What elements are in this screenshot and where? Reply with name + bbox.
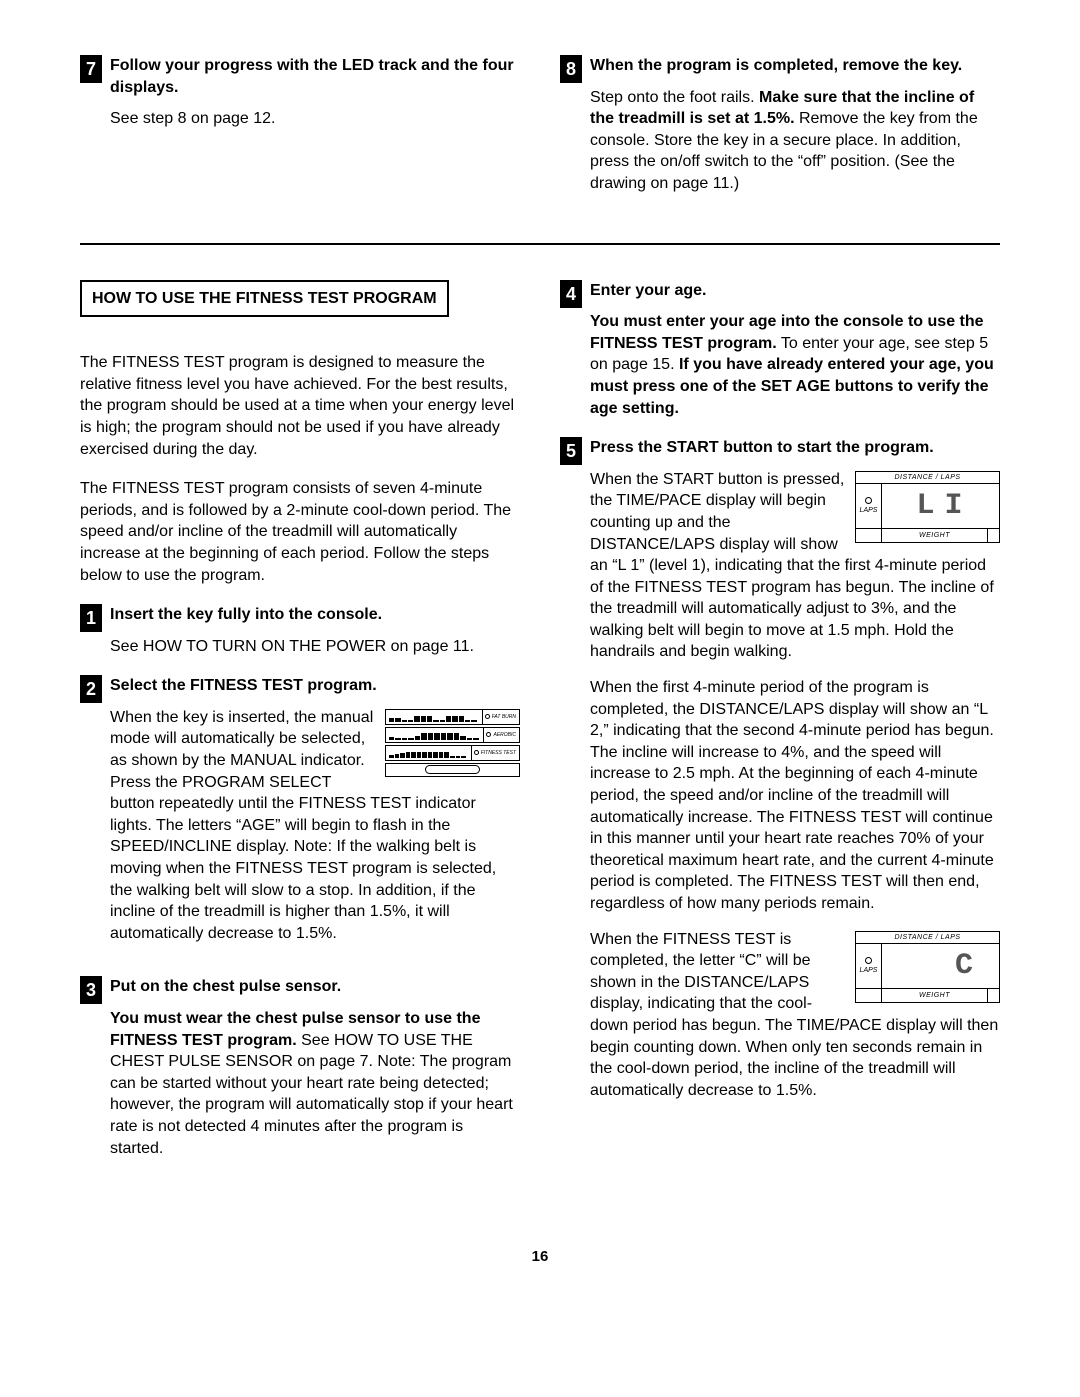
step-2: 2 Select the FITNESS TEST program. FAT B… [80,675,520,958]
step-body: You must wear the chest pulse sensor to … [110,1008,520,1159]
step-8: 8 When the program is completed, remove … [560,55,1000,195]
body-p2: When the first 4-minute period of the pr… [590,677,1000,915]
horizontal-rule [80,243,1000,245]
step-number-box: 8 [560,55,582,83]
step-4: 4 Enter your age. You must enter your ag… [560,280,1000,420]
led-icon [865,497,872,504]
intro-p2: The FITNESS TEST program consists of sev… [80,478,520,586]
laps-cell: LAPS [856,944,882,988]
program-select-diagram: FAT BURN AEROBIC FITNESS [385,709,520,777]
label-text: AEROBIC [493,732,516,739]
step-body: You must enter your age into the console… [590,311,1000,419]
page-number: 16 [80,1247,1000,1267]
bar-profile [386,710,480,724]
laps-label: LAPS [860,966,878,975]
program-row-fatburn: FAT BURN [385,709,520,725]
program-label: FITNESS TEST [474,750,519,757]
digit: L [916,486,944,527]
intro-p1: The FITNESS TEST program is designed to … [80,352,520,460]
step-body: Step onto the foot rails. Make sure that… [590,87,1000,195]
weight-label: WEIGHT [882,529,987,542]
step-number-box: 7 [80,55,102,83]
diagram-header: DISTANCE / LAPS [856,932,999,944]
seven-segment-display: LI [882,484,999,528]
top-two-column: 7 Follow your progress with the LED trac… [80,55,1000,213]
diagram-mid: LAPS LI [856,484,999,528]
step-title: Insert the key fully into the console. [110,604,520,626]
diagram-mid: LAPS C [856,944,999,988]
top-left-column: 7 Follow your progress with the LED trac… [80,55,520,213]
led-icon [485,714,490,719]
left-column: HOW TO USE THE FITNESS TEST PROGRAM The … [80,280,520,1178]
step-title: Enter your age. [590,280,1000,302]
body-text: See HOW TO TURN ON THE POWER on page 11. [110,636,520,658]
laps-cell: LAPS [856,484,882,528]
step-body: DISTANCE / LAPS LAPS LI WEIGHT Wh [590,469,1000,1116]
step-number-box: 2 [80,675,102,703]
step-5: 5 Press the START button to start the pr… [560,437,1000,1115]
step-title: When the program is completed, remove th… [590,55,1000,77]
top-right-column: 8 When the program is completed, remove … [560,55,1000,213]
distance-laps-diagram-l1: DISTANCE / LAPS LAPS LI WEIGHT [855,471,1000,543]
led-icon [474,750,479,755]
step-number-box: 1 [80,604,102,632]
program-row-aerobic: AEROBIC [385,727,520,743]
program-label: AEROBIC [486,732,519,739]
diagram-footer: WEIGHT [856,988,999,1002]
step-title: Put on the chest pulse sensor. [110,976,520,998]
step-1: 1 Insert the key fully into the console.… [80,604,520,657]
diagram-footer: WEIGHT [856,528,999,542]
step-title: Press the START button to start the prog… [590,437,1000,459]
bar-profile [386,728,481,742]
section-title-box: HOW TO USE THE FITNESS TEST PROGRAM [80,280,449,318]
body-text: See step 8 on page 12. [110,108,520,130]
led-icon [486,732,491,737]
text-plain: See HOW TO USE THE CHEST PULSE SENSOR on… [110,1032,513,1157]
step-3: 3 Put on the chest pulse sensor. You mus… [80,976,520,1159]
label-text: FAT BURN [492,714,516,721]
label-text: FITNESS TEST [481,750,516,757]
step-title: Select the FITNESS TEST program. [110,675,520,697]
step-number-box: 5 [560,437,582,465]
body-text: You must wear the chest pulse sensor to … [110,1008,520,1159]
program-label: FAT BURN [485,714,519,721]
seven-segment-display: C [882,944,999,988]
main-two-column: HOW TO USE THE FITNESS TEST PROGRAM The … [80,280,1000,1178]
digit: I [945,486,973,527]
laps-label: LAPS [860,506,878,515]
intro-block: The FITNESS TEST program is designed to … [80,352,520,586]
digit: C [955,946,983,987]
led-icon [865,957,872,964]
program-select-button-graphic [425,765,480,774]
body-text: You must enter your age into the console… [590,311,1000,419]
step-body: FAT BURN AEROBIC FITNESS [110,707,520,959]
right-column: 4 Enter your age. You must enter your ag… [560,280,1000,1178]
step-number-box: 3 [80,976,102,1004]
step-number-box: 4 [560,280,582,308]
text-pre: Step onto the foot rails. [590,89,759,106]
body-text: Step onto the foot rails. Make sure that… [590,87,1000,195]
program-row-fitnesstest: FITNESS TEST [385,745,520,761]
diagram-header: DISTANCE / LAPS [856,472,999,484]
program-button-row [385,763,520,777]
step-7: 7 Follow your progress with the LED trac… [80,55,520,130]
step-body: See HOW TO TURN ON THE POWER on page 11. [110,636,520,658]
step-title: Follow your progress with the LED track … [110,55,520,98]
bar-profile [386,746,469,760]
step-body: See step 8 on page 12. [110,108,520,130]
weight-label: WEIGHT [882,989,987,1002]
distance-laps-diagram-c: DISTANCE / LAPS LAPS C WEIGHT [855,931,1000,1003]
